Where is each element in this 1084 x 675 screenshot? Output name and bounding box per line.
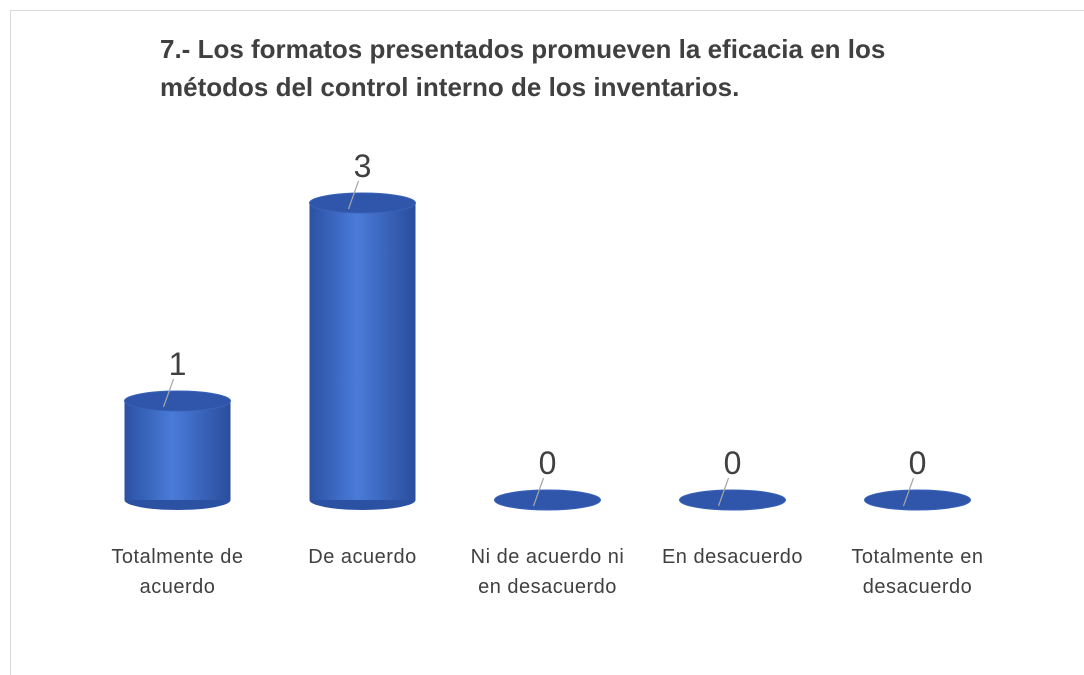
bar <box>124 390 231 510</box>
x-tick-label: En desacuerdo <box>661 546 804 568</box>
bar-top <box>124 390 231 412</box>
chart-title: 7.- Los formatos presentados promueven l… <box>160 34 886 102</box>
value-label: 1 <box>169 346 187 382</box>
x-tick-label: Totalmente de acuerdo <box>111 546 244 598</box>
leader-line <box>347 180 360 210</box>
bar-top <box>679 489 786 511</box>
bar <box>679 489 786 511</box>
bar <box>309 192 416 510</box>
leader-line <box>902 477 915 507</box>
bar <box>494 489 601 511</box>
bar-top <box>309 192 416 214</box>
x-tick-label: Totalmente en desacuerdo <box>851 546 984 598</box>
x-tick-label: Ni de acuerdo ni en desacuerdo <box>470 546 625 598</box>
value-label: 0 <box>909 445 927 481</box>
leader-line <box>532 477 545 507</box>
value-label: 0 <box>724 445 742 481</box>
bar-body <box>124 401 231 500</box>
bar-top <box>864 489 971 511</box>
value-label: 3 <box>354 148 372 184</box>
bar-top <box>494 489 601 511</box>
x-tick-label: De acuerdo <box>308 546 417 568</box>
leader-line <box>717 477 730 507</box>
bar <box>864 489 971 511</box>
chart-frame <box>10 10 1084 675</box>
value-label: 0 <box>539 445 557 481</box>
leader-line <box>162 378 175 408</box>
bar-body <box>309 203 416 500</box>
